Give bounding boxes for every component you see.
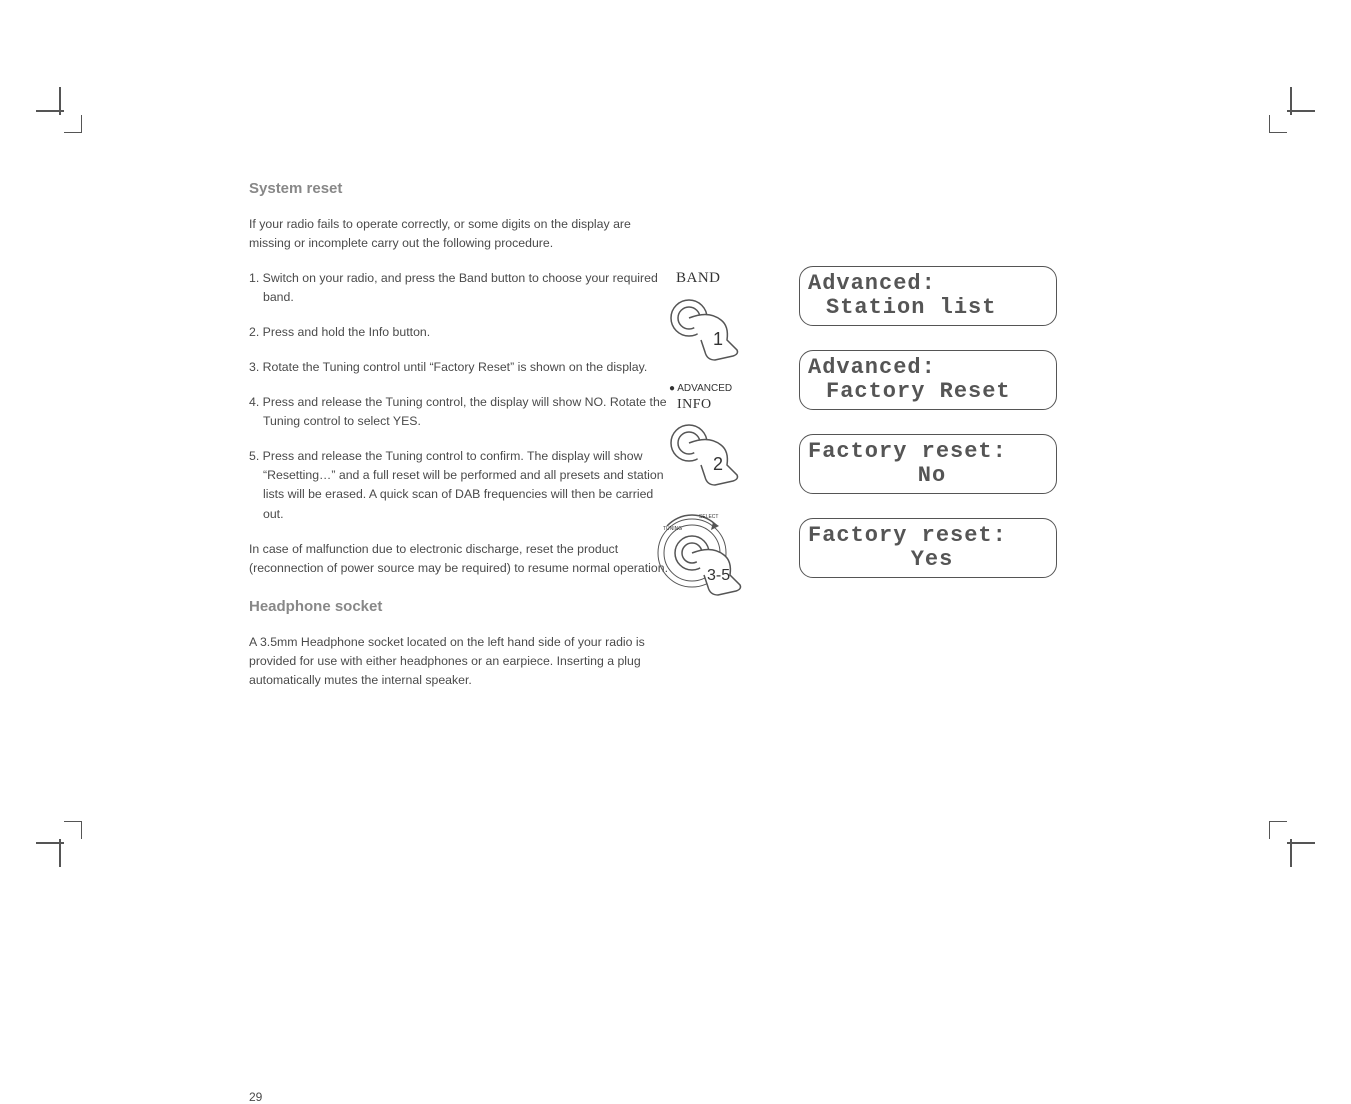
knob-icon: SELECT TUNING 3-5	[647, 508, 767, 613]
step-5: 5. Press and release the Tuning control …	[249, 447, 669, 523]
lcd-display-3: Factory reset: No	[799, 434, 1057, 494]
lcd-2-line1: Advanced:	[808, 356, 1056, 380]
page-content: System reset If your radio fails to oper…	[249, 180, 1129, 706]
label-band: BAND	[676, 270, 721, 287]
heading-system-reset: System reset	[249, 180, 669, 197]
step-badge-2: 2	[713, 454, 723, 474]
steps-list: 1. Switch on your radio, and press the B…	[249, 269, 669, 523]
press-icon-2: 2	[659, 415, 759, 500]
lcd-display-1: Advanced: Station list	[799, 266, 1057, 326]
lcd-3-line1: Factory reset:	[808, 440, 1056, 464]
step-1: 1. Switch on your radio, and press the B…	[249, 269, 669, 307]
lcd-display-2: Advanced: Factory Reset	[799, 350, 1057, 410]
step-badge-35: 3-5	[707, 567, 730, 584]
lcd-3-line2: No	[808, 464, 1056, 488]
lcd-1-line2: Station list	[808, 296, 1056, 320]
crop-mark-bl	[36, 821, 82, 867]
lcd-display-4: Factory reset: Yes	[799, 518, 1057, 578]
lcd-1-line1: Advanced:	[808, 272, 1056, 296]
crop-mark-br	[1269, 821, 1315, 867]
press-icon-1: 1	[659, 290, 759, 375]
svg-text:SELECT: SELECT	[699, 514, 718, 520]
page-number: 29	[249, 1090, 262, 1104]
intro-paragraph: If your radio fails to operate correctly…	[249, 215, 669, 253]
left-column: System reset If your radio fails to oper…	[249, 180, 669, 706]
step-4: 4. Press and release the Tuning control,…	[249, 393, 669, 431]
right-column: BAND 1 ● ADVANCED INFO 2	[669, 270, 1129, 630]
headphone-paragraph: A 3.5mm Headphone socket located on the …	[249, 633, 669, 690]
step-badge-1: 1	[713, 329, 723, 349]
crop-mark-tl	[36, 87, 82, 133]
label-info: INFO	[677, 397, 712, 413]
step-3: 3. Rotate the Tuning control until “Fact…	[249, 358, 669, 377]
heading-headphone: Headphone socket	[249, 598, 669, 615]
lcd-4-line2: Yes	[808, 548, 1056, 572]
malfunction-note: In case of malfunction due to electronic…	[249, 540, 669, 578]
label-advanced: ● ADVANCED	[669, 383, 732, 394]
lcd-2-line2: Factory Reset	[808, 380, 1056, 404]
step-2: 2. Press and hold the Info button.	[249, 323, 669, 342]
svg-text:TUNING: TUNING	[663, 526, 682, 532]
crop-mark-tr	[1269, 87, 1315, 133]
lcd-4-line1: Factory reset:	[808, 524, 1056, 548]
illustration-group: BAND 1 ● ADVANCED INFO 2	[669, 270, 1129, 630]
